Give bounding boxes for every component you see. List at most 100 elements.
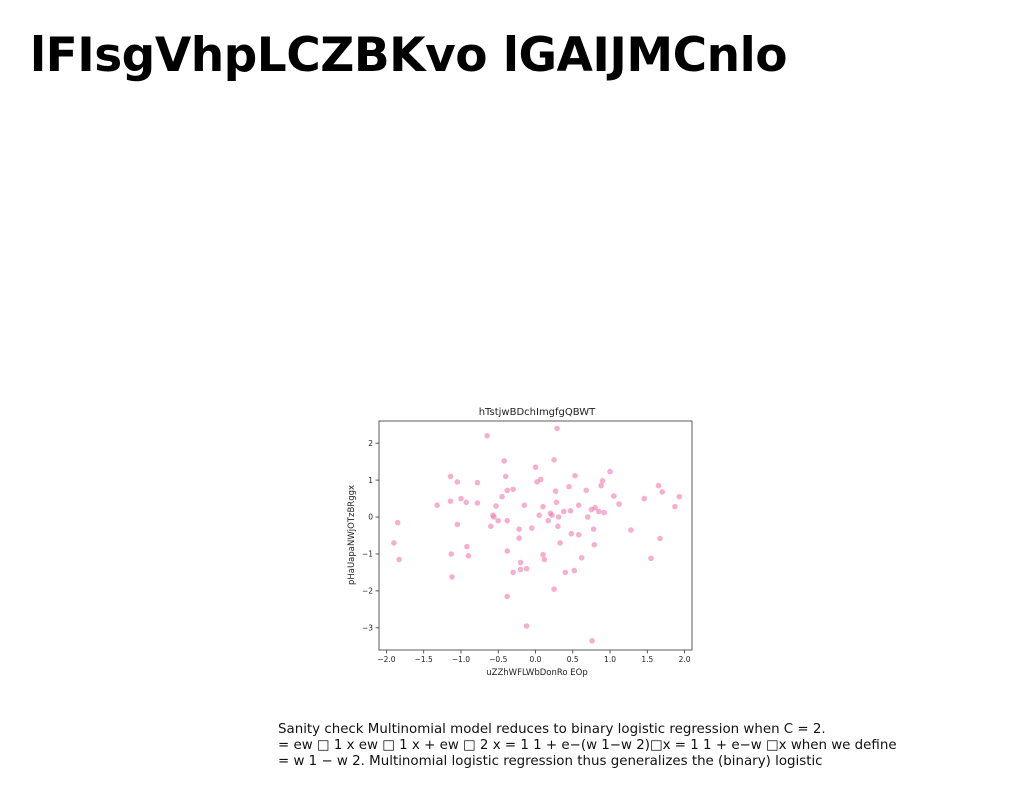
scatter-point (464, 543, 470, 550)
scatter-point (551, 457, 557, 463)
scatter-point (589, 638, 595, 644)
y-tick-label: −1 (362, 550, 373, 559)
chart-title: hTstjwBDchImgfgQBWT (479, 407, 596, 418)
scatter-point (552, 488, 559, 494)
scatter-point (484, 433, 490, 439)
scatter-point (454, 521, 461, 528)
scatter-point (601, 509, 607, 516)
scatter-point (571, 567, 578, 574)
scatter-point (568, 530, 575, 537)
x-tick-label: 0.5 (567, 655, 579, 664)
scatter-point (545, 517, 551, 524)
scatter-point (510, 569, 516, 576)
scatter-point (517, 566, 524, 573)
x-tick-label: 1.5 (641, 655, 653, 664)
scatter-point (575, 532, 582, 538)
scatter-point (555, 514, 562, 520)
x-tick-label: −2.0 (377, 655, 395, 664)
scatter-point (516, 535, 522, 541)
scatter-point (504, 593, 510, 600)
scatter-point (598, 482, 604, 489)
scatter-point (541, 556, 548, 563)
caption-text: Sanity check Multinomial model reduces t… (278, 722, 1008, 770)
scatter-point (655, 482, 662, 489)
x-tick-label: 1.0 (604, 655, 616, 664)
scatter-point (447, 498, 454, 504)
scatter-point (599, 478, 606, 484)
scatter-point (611, 493, 617, 499)
scatter-point (532, 464, 539, 470)
y-tick-label: 1 (368, 476, 373, 485)
scatter-point (554, 425, 560, 432)
scatter-point (557, 540, 563, 546)
scatter-point (584, 514, 591, 520)
scatter-point (616, 501, 622, 507)
scatter-point (391, 540, 397, 546)
x-axis-label: uZZhWFLWbDonRo EOp (486, 668, 588, 678)
scatter-point (465, 553, 472, 559)
y-tick-label: −3 (362, 624, 373, 633)
scatter-point (578, 554, 585, 561)
plot-frame (378, 420, 693, 651)
scatter-point (454, 479, 461, 485)
scatter-point (517, 559, 524, 566)
scatter-point (447, 473, 454, 480)
y-tick-label: −2 (362, 587, 373, 596)
scatter-point (540, 551, 546, 558)
scatter-point (596, 508, 602, 515)
caption-line: = w 1 − w 2. Multinomial logistic regres… (278, 754, 823, 769)
scatter-point (583, 487, 589, 494)
scatter-point (536, 512, 542, 518)
scatter-point (628, 527, 634, 533)
scatter-point (607, 468, 613, 475)
scatter-point (549, 512, 555, 518)
scatter-point (567, 508, 574, 514)
scatter-point (434, 502, 440, 508)
scatter-point (504, 517, 510, 524)
scatter-point (523, 623, 530, 629)
scatter-point (648, 555, 654, 562)
scatter-point (672, 503, 678, 510)
scatter-point (592, 505, 598, 511)
scatter-point (529, 525, 535, 531)
y-tick-label: 2 (368, 439, 373, 448)
scatter-chart: hTstjwBDchImgfgQBWT uZZhWFLWbDonRo EOp p… (340, 400, 700, 690)
scatter-point (463, 499, 469, 506)
scatter-point (540, 503, 546, 510)
scatter-point (551, 586, 557, 592)
scatter-point (572, 472, 578, 479)
scatter-point (449, 574, 455, 580)
scatter-point (396, 556, 402, 563)
scatter-point (502, 473, 509, 480)
scatter-point (474, 479, 481, 486)
scatter-point (561, 508, 567, 515)
x-tick-label: −0.5 (489, 655, 507, 664)
scatter-point (676, 493, 683, 500)
chart-axes: −2.0 −1.5 −1.0 −0.5 0.0 0.5 1.0 1.5 2.0 −3 −2 −1 0 1 2 (362, 420, 693, 664)
scatter-point (591, 541, 598, 548)
scatter-point (510, 486, 516, 493)
scatter-point (499, 493, 505, 500)
scatter-point (458, 495, 464, 502)
scatter-point (504, 487, 510, 494)
scatter-points (391, 425, 683, 644)
scatter-point (501, 458, 507, 464)
scatter-point (657, 535, 663, 542)
scatter-point (537, 476, 544, 483)
y-axis-label: pHaUapaNWjOTzBRggx (347, 485, 357, 585)
scatter-point (575, 502, 582, 508)
scatter-point (474, 500, 481, 506)
scatter-point (566, 483, 572, 490)
slide-title: lFIsgVhpLCZBKvo lGAIJMCnlo (30, 28, 788, 83)
caption-line: = ew □ 1 x ew □ 1 x + ew □ 2 x = 1 1 + e… (278, 738, 897, 753)
scatter-point (495, 517, 501, 524)
scatter-point (516, 526, 522, 532)
scatter-point (394, 519, 401, 526)
y-tick-label: 0 (368, 513, 373, 522)
x-tick-label: 2.0 (679, 655, 691, 664)
scatter-point (504, 548, 510, 554)
scatter-point (562, 569, 569, 576)
scatter-point (493, 503, 499, 509)
scatter-point (523, 565, 530, 572)
scatter-point (488, 523, 494, 530)
